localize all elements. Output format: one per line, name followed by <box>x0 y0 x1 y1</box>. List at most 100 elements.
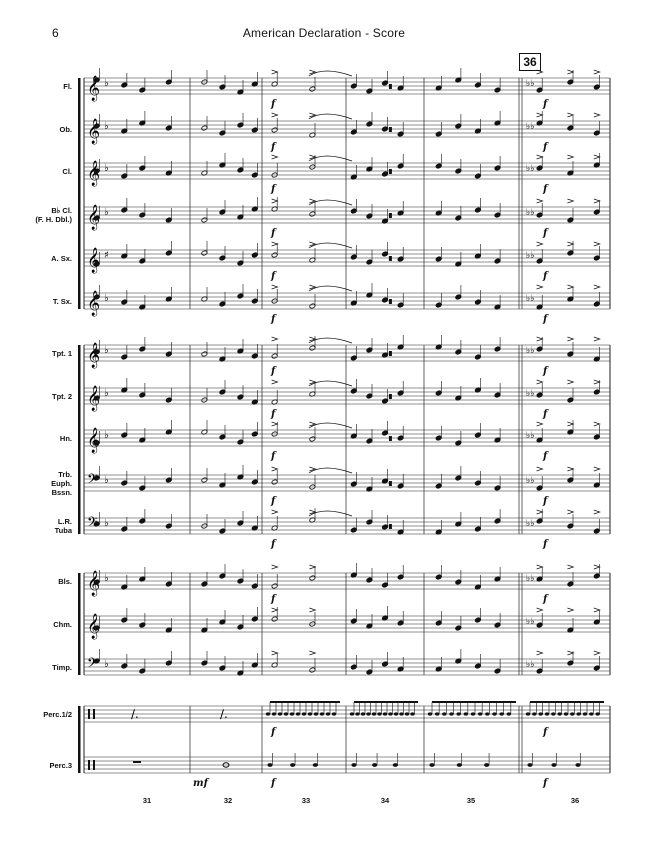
measure-number: 35 <box>466 796 476 805</box>
note-head <box>485 712 490 716</box>
dynamic-forte: f <box>543 228 548 239</box>
accent-mark <box>536 198 544 204</box>
system-bracket <box>78 573 81 675</box>
dynamic-forte: f <box>271 228 276 239</box>
note-head <box>463 712 469 716</box>
accent-mark <box>536 284 544 290</box>
accent-mark <box>309 466 317 472</box>
dynamic-mezzo-forte: mf <box>193 778 208 789</box>
rehearsal-mark: 36 <box>519 53 541 71</box>
dynamic-forte: f <box>271 366 276 377</box>
instrument-label-perc12: Perc.1/2 <box>43 709 72 719</box>
tie <box>308 380 353 387</box>
treble-clef-icon: 𝄞 <box>87 570 100 596</box>
beam <box>530 701 604 703</box>
note-head <box>477 712 483 716</box>
bass-clef-icon: 𝄢 <box>87 514 97 533</box>
quarter-rest <box>388 524 392 529</box>
key-signature-change: ♭♭ <box>526 574 535 584</box>
note-head <box>527 763 533 767</box>
note-head <box>289 712 295 716</box>
dynamic-forte: f <box>543 184 548 195</box>
note-head <box>388 712 393 716</box>
accent-mark <box>536 69 544 75</box>
repeat-measure-icon: ∕. <box>131 707 139 721</box>
dynamic-forte: f <box>543 594 548 605</box>
key-signature: ♭ <box>104 518 109 529</box>
note-head <box>377 712 382 716</box>
quarter-rest <box>388 213 392 218</box>
treble-clef-icon: 𝄞 <box>87 613 100 639</box>
measure-number: 33 <box>301 796 311 805</box>
key-signature-change: ♭♭ <box>526 617 535 627</box>
dynamic-forte: f <box>271 778 276 789</box>
note-head <box>427 712 433 716</box>
note-head <box>319 712 325 716</box>
note-head <box>265 712 271 716</box>
note-head <box>544 712 550 716</box>
accent-mark <box>309 241 317 247</box>
note-head <box>267 763 273 767</box>
accent-mark <box>536 241 544 247</box>
note-head <box>313 712 319 716</box>
accent-mark <box>536 154 544 160</box>
accent-mark <box>593 241 601 247</box>
key-signature: ♭ <box>104 78 109 89</box>
accent-mark <box>309 564 317 570</box>
note-head <box>277 712 283 716</box>
note-head <box>499 712 504 716</box>
note-head <box>366 712 371 716</box>
treble-clef-icon: 𝄞 <box>87 118 100 144</box>
note-head <box>589 712 594 716</box>
percussion-clef-icon <box>93 760 95 770</box>
note-head <box>349 712 355 716</box>
dynamic-forte: f <box>271 451 276 462</box>
note-head <box>595 712 600 716</box>
note-head <box>307 712 313 716</box>
accent-mark <box>536 607 544 613</box>
note-head <box>570 712 575 716</box>
accent-mark <box>567 379 575 385</box>
note-head <box>449 712 454 716</box>
accent-mark <box>309 421 317 427</box>
key-signature: ♭ <box>104 573 109 584</box>
instrument-label-trb: Trb. Euph. Bssn. <box>51 469 72 497</box>
tie <box>308 285 353 292</box>
dynamic-forte: f <box>543 409 548 420</box>
tie <box>308 70 353 77</box>
note-head <box>576 712 581 716</box>
accent-mark <box>271 336 279 342</box>
accent-mark <box>271 421 279 427</box>
accent-mark <box>271 564 279 570</box>
treble-clef-icon: 𝄞 <box>87 247 100 273</box>
score-title: American Declaration - Score <box>242 26 406 40</box>
key-signature-change: ♭♭ <box>526 79 535 89</box>
note-head <box>456 763 462 767</box>
key-signature: ♭ <box>104 121 109 132</box>
accent-mark <box>309 69 317 75</box>
accent-mark <box>567 650 575 656</box>
accent-mark <box>309 379 317 385</box>
quarter-rest <box>388 481 392 486</box>
instrument-label-cl: Cl. <box>62 166 72 176</box>
instrument-label-perc3: Perc.3 <box>49 760 72 770</box>
accent-mark <box>309 198 317 204</box>
quarter-rest <box>388 84 392 89</box>
accent-mark <box>536 379 544 385</box>
accent-mark <box>567 607 575 613</box>
accent-mark <box>593 336 601 342</box>
accent-mark <box>593 509 601 515</box>
dynamic-forte: f <box>543 99 548 110</box>
key-signature-change: ♭♭ <box>526 431 535 441</box>
accent-mark <box>567 69 575 75</box>
accent-mark <box>271 509 279 515</box>
tie <box>308 199 353 206</box>
key-signature: ♭ <box>104 475 109 486</box>
key-signature: ♭ <box>104 293 109 304</box>
dynamic-forte: f <box>271 727 276 738</box>
beam <box>432 701 516 703</box>
beam <box>354 701 418 703</box>
accent-mark <box>593 466 601 472</box>
accent-mark <box>567 336 575 342</box>
